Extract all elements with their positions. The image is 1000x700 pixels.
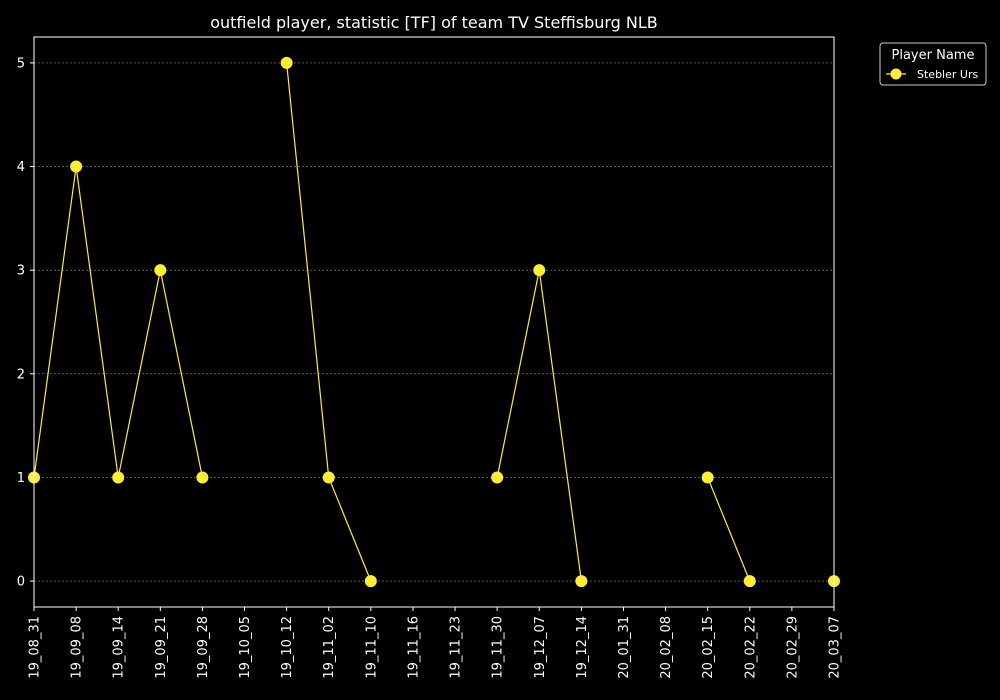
x-tick-label: 19_11_30: [491, 616, 506, 679]
x-axis: 19_08_31 19_09_08 19_09_14 19_09_21 19_09_28…: [28, 607, 843, 679]
series-markers: [28, 56, 840, 588]
data-point: [196, 471, 209, 484]
series-line-segment: [707, 477, 751, 582]
x-tick-label: 19_11_23: [449, 616, 464, 679]
x-tick-label: 20_03_07: [828, 616, 843, 679]
x-tick-label: 19_10_05: [238, 616, 253, 679]
x-tick-label: 20_01_31: [617, 616, 632, 679]
x-tick-label: 19_11_10: [364, 616, 379, 679]
data-point: [280, 56, 293, 69]
chart-title: outfield player, statistic [TF] of team …: [210, 13, 658, 32]
legend-box: [879, 42, 987, 86]
data-point: [112, 471, 125, 484]
x-tick-label: 19_11_16: [406, 616, 421, 679]
plot-frame: [33, 36, 835, 608]
y-tick-label: 4: [17, 160, 25, 175]
data-point: [701, 471, 714, 484]
x-tick-label: 19_09_21: [154, 616, 169, 679]
legend-marker: [890, 68, 902, 80]
y-tick-label: 0: [17, 575, 25, 590]
plot-background: [34, 37, 834, 607]
y-tick-label: 5: [17, 56, 25, 71]
x-tick-label: 19_12_07: [533, 616, 548, 679]
legend-entry-label: Stebler Urs: [917, 68, 978, 81]
x-tick-label: 19_11_02: [322, 616, 337, 679]
legend: Player Name Stebler Urs: [879, 42, 987, 86]
x-tick-label: 20_02_08: [659, 616, 674, 679]
data-point: [364, 575, 377, 588]
x-tick-label: 20_02_15: [701, 616, 716, 679]
data-point: [322, 471, 335, 484]
y-tick-label: 2: [17, 367, 25, 382]
x-tick-label: 19_10_12: [280, 616, 295, 679]
x-tick-label: 19_12_14: [575, 616, 590, 679]
data-point: [154, 264, 167, 277]
data-point: [70, 160, 83, 173]
x-tick-label: 19_09_14: [112, 616, 127, 679]
y-tick-label: 3: [17, 264, 25, 279]
data-point: [533, 264, 546, 277]
data-point: [575, 575, 588, 588]
y-axis: 0 1 2 3 4 5: [17, 56, 34, 590]
data-point: [491, 471, 504, 484]
grid-lines: [34, 62, 834, 582]
x-tick-label: 19_09_28: [196, 616, 211, 679]
x-tick-label: 19_09_08: [70, 616, 85, 679]
data-point: [743, 575, 756, 588]
y-tick-label: 1: [17, 471, 25, 486]
x-tick-label: 20_02_22: [743, 616, 758, 679]
legend-title: Player Name: [892, 48, 975, 63]
x-tick-label: 19_08_31: [28, 616, 43, 679]
x-tick-label: 20_02_29: [785, 616, 800, 679]
